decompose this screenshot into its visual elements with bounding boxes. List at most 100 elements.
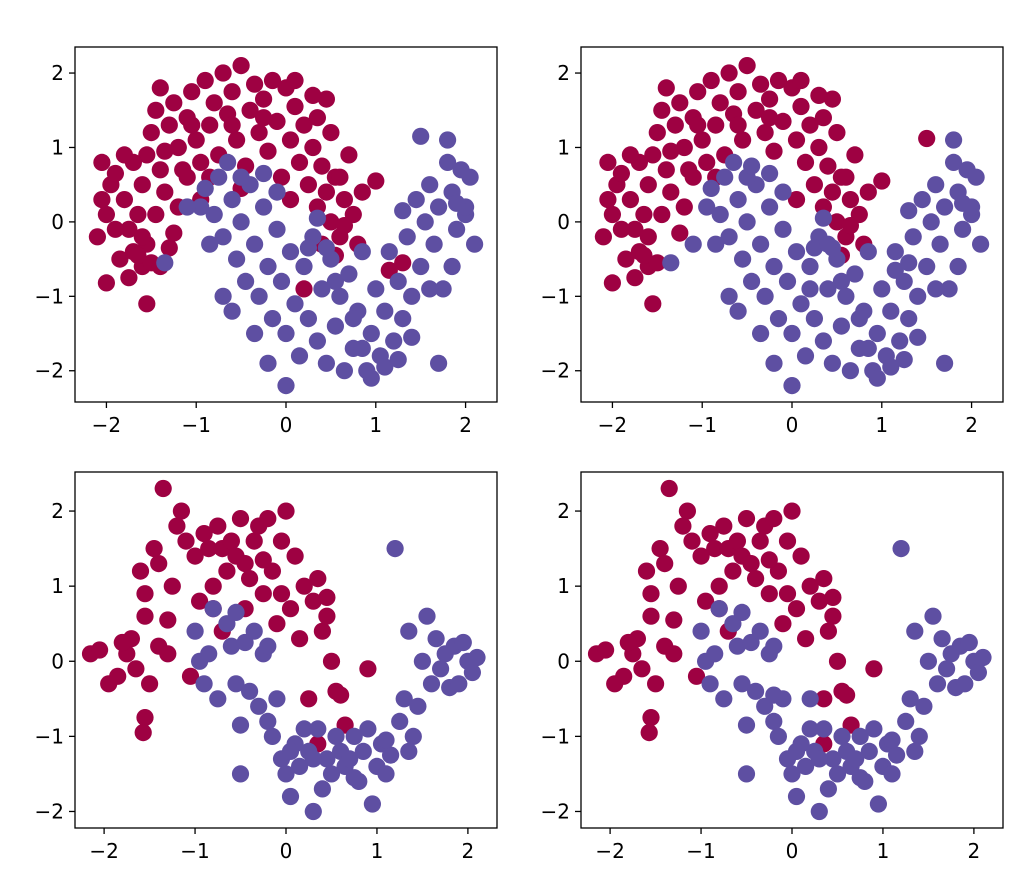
scatter-point-class-1: [819, 780, 838, 798]
scatter-point-class-1: [385, 332, 403, 350]
scatter-point-class-0: [751, 532, 769, 550]
scatter-point-class-0: [810, 592, 828, 610]
scatter-point-class-1: [281, 243, 300, 261]
y-tick-label: 2: [557, 61, 570, 85]
scatter-point-class-0: [738, 57, 756, 75]
subplot-top-right: −2 −1 0 1 2 −2 −1 0 1 2: [541, 46, 1004, 437]
scatter-point-class-1: [765, 354, 783, 372]
scatter-point-class-0: [671, 94, 689, 112]
scatter-point-class-1: [888, 746, 906, 764]
scatter-point-class-1: [291, 757, 309, 776]
scatter-point-class-1: [792, 295, 810, 313]
scatter-point-class-1: [439, 131, 457, 149]
scatter-point-class-0: [792, 97, 810, 116]
scatter-point-class-0: [612, 220, 631, 238]
scatter-point-class-1: [954, 194, 972, 212]
subplot-top-left: −2 −1 0 1 2 −2 −1 0 1 2: [35, 46, 498, 437]
scatter-point-class-1: [353, 243, 371, 261]
scatter-point-class-0: [787, 191, 806, 209]
y-tick-label: 2: [51, 499, 64, 523]
scatter-point-class-0: [272, 585, 291, 603]
scatter-point-class-1: [228, 250, 246, 268]
scatter-point-class-0: [156, 183, 174, 201]
scatter-point-class-0: [648, 124, 666, 142]
scatter-point-class-1: [263, 310, 282, 328]
scatter-point-class-0: [277, 502, 295, 520]
scatter-point-class-0: [674, 517, 692, 535]
scatter-point-class-0: [187, 131, 205, 149]
scatter-point-class-1: [412, 257, 430, 276]
scatter-point-class-1: [304, 802, 322, 821]
scatter-point-class-1: [461, 168, 479, 186]
scatter-point-class-0: [728, 532, 747, 550]
scatter-point-class-0: [304, 138, 322, 157]
scatter-point-class-1: [865, 720, 883, 738]
scatter-point-class-0: [621, 191, 640, 209]
scatter-point-class-0: [192, 153, 210, 171]
scatter-point-class-0: [823, 183, 842, 201]
x-tick-label: 1: [875, 413, 888, 437]
scatter-point-class-1: [250, 697, 268, 715]
scatter-point-class-1: [752, 324, 770, 343]
scatter-point-class-1: [363, 795, 381, 813]
scatter-point-class-0: [183, 83, 201, 101]
scatter-point-class-1: [927, 280, 945, 298]
scatter-point-class-0: [93, 153, 111, 171]
scatter-point-class-1: [259, 354, 277, 372]
scatter-point-class-1: [919, 652, 938, 670]
scatter-point-class-1: [345, 769, 363, 787]
x-tick-label: 2: [462, 839, 475, 863]
scatter-point-class-1: [204, 600, 222, 618]
scatter-point-class-0: [214, 64, 232, 82]
scatter-point-class-0: [594, 228, 613, 246]
scatter-point-class-0: [317, 183, 335, 201]
scatter-point-class-1: [910, 727, 928, 746]
scatter-point-class-0: [154, 479, 172, 498]
scatter-point-class-1: [281, 742, 300, 761]
scatter-point-class-1: [900, 310, 918, 328]
scatter-point-class-1: [222, 637, 240, 655]
scatter-point-class-1: [241, 682, 259, 700]
scatter-point-class-0: [165, 224, 183, 242]
scatter-point-class-0: [259, 509, 277, 528]
scatter-point-class-0: [752, 75, 770, 93]
scatter-point-class-0: [873, 172, 891, 190]
y-tick-label: −2: [541, 799, 570, 823]
scatter-point-class-0: [263, 71, 282, 90]
scatter-point-class-0: [309, 570, 327, 588]
scatter-point-class-1: [395, 690, 413, 708]
scatter-point-class-0: [295, 280, 313, 298]
scatter-point-class-0: [322, 652, 341, 670]
scatter-point-class-0: [136, 585, 154, 603]
scatter-point-class-1: [886, 261, 904, 279]
scatter-point-class-1: [819, 280, 837, 298]
scatter-point-class-1: [277, 377, 295, 395]
scatter-point-class-1: [706, 645, 724, 663]
scatter-point-class-0: [683, 532, 701, 550]
scatter-point-class-0: [272, 532, 291, 550]
scatter-point-class-0: [675, 198, 693, 216]
scatter-point-class-1: [954, 220, 972, 238]
scatter-point-class-1: [662, 254, 680, 272]
scatter-point-class-0: [837, 168, 855, 186]
scatter-point-class-0: [729, 83, 747, 101]
scatter-point-class-0: [810, 86, 828, 104]
scatter-point-class-0: [778, 532, 797, 550]
x-tick-label: −1: [687, 413, 716, 437]
scatter-point-class-1: [340, 265, 358, 283]
scatter-point-class-1: [883, 765, 901, 783]
scatter-point-class-1: [214, 228, 232, 246]
scatter-point-class-1: [940, 280, 958, 298]
scatter-point-class-0: [824, 607, 842, 625]
scatter-point-class-0: [286, 71, 304, 90]
scatter-point-class-0: [145, 540, 163, 558]
scatter-point-class-1: [931, 235, 949, 253]
scatter-point-class-1: [737, 765, 756, 783]
scatter-point-class-1: [353, 339, 371, 357]
scatter-point-class-0: [332, 686, 350, 704]
scatter-point-class-0: [250, 124, 268, 142]
scatter-point-class-1: [362, 369, 380, 387]
scatter-point-class-0: [241, 101, 259, 119]
scatter-point-class-1: [974, 648, 992, 667]
scatter-point-class-0: [204, 577, 222, 595]
